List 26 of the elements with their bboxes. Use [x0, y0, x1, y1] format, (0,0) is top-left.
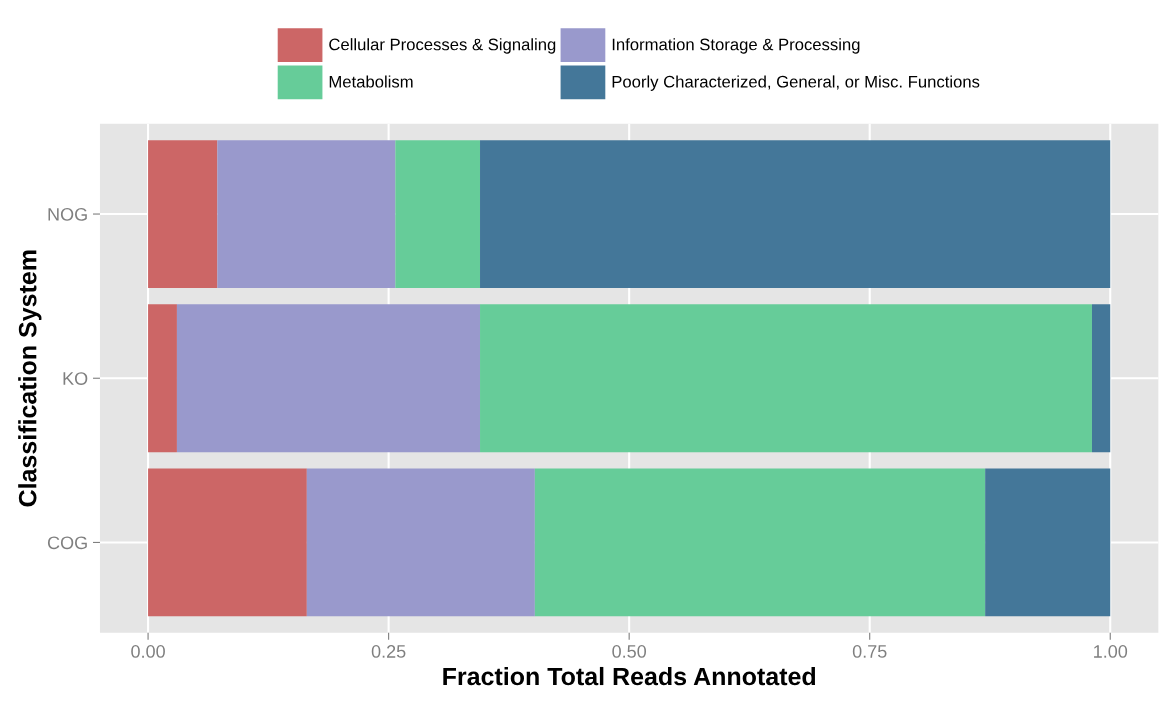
- bar: [480, 140, 1111, 288]
- y-tick-label: COG: [47, 536, 87, 550]
- x-axis-title: Fraction Total Reads Annotated: [443, 666, 816, 686]
- bar: [217, 140, 396, 288]
- x-tick-label: 0.25: [371, 645, 406, 658]
- bar: [148, 304, 177, 453]
- bar: [395, 140, 481, 288]
- y-axis-title: Classification System: [18, 250, 42, 507]
- x-tick-label: 0.75: [852, 645, 887, 658]
- legend-label: Metabolism: [329, 75, 413, 88]
- bar: [985, 468, 1111, 617]
- bar: [306, 468, 535, 617]
- legend-label: Information Storage & Processing: [612, 38, 860, 54]
- x-tick-label: 0.00: [131, 645, 165, 658]
- y-tick-label: NOG: [48, 207, 87, 221]
- x-tick-label: 0.50: [612, 645, 647, 658]
- bar: [148, 140, 218, 288]
- legend-label: Cellular Processes & Signaling: [329, 38, 556, 54]
- bar: [534, 468, 986, 617]
- legend-label: Poorly Characterized, General, or Misc. Functions: [612, 75, 980, 91]
- bar: [1091, 304, 1111, 453]
- y-tick-label: KO: [63, 372, 88, 385]
- bar: [148, 468, 307, 617]
- bar: [480, 304, 1092, 453]
- x-tick-label: 1.00: [1094, 645, 1128, 658]
- bar: [176, 304, 481, 453]
